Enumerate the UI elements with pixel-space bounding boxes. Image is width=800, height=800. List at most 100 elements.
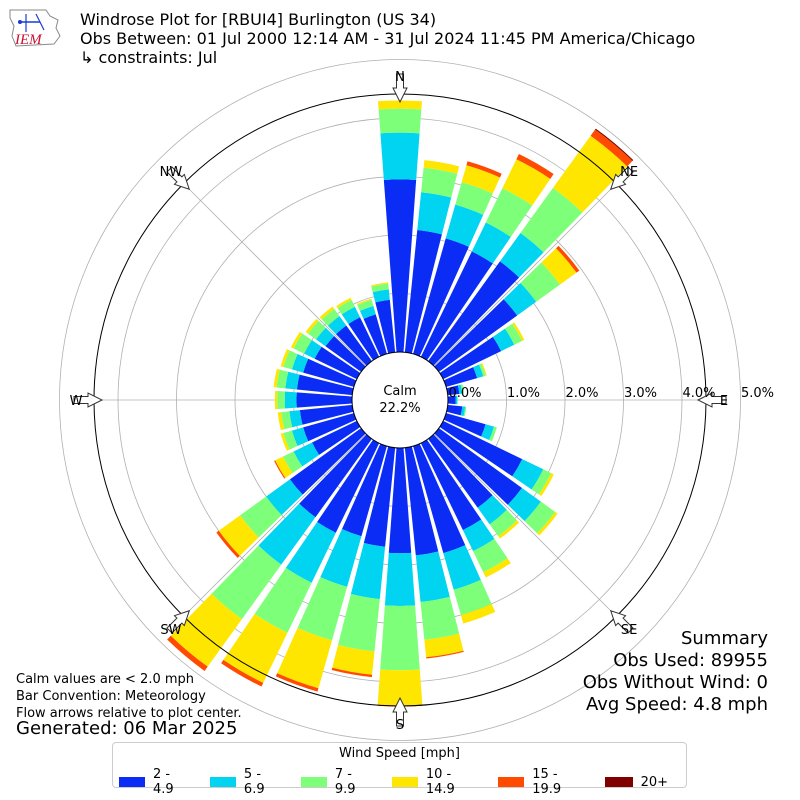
windrose-bar (434, 299, 518, 372)
flow-note: Flow arrows relative to plot center. (16, 706, 242, 721)
summary-avg-speed: Avg Speed: 4.8 mph (586, 694, 768, 715)
flow-arrow (392, 73, 408, 104)
windrose-bar (221, 659, 264, 687)
windrose-bar (285, 521, 336, 583)
radial-tick-label: 3.0% (624, 386, 657, 401)
windrose-bar (372, 289, 390, 303)
windrose-bar (275, 456, 293, 478)
windrose-bar (273, 368, 280, 388)
windrose-bar (327, 315, 347, 335)
windrose-bar (445, 204, 484, 247)
bar-convention-note: Bar Convention: Meteorology (16, 689, 206, 704)
windrose-bar (283, 350, 298, 370)
windrose-bar (417, 192, 452, 235)
windrose-bar (299, 404, 354, 425)
windrose-bar (371, 282, 389, 287)
windrose-bar (492, 328, 515, 352)
direction-label: SE (621, 623, 637, 638)
chart-subtitle: Obs Between: 01 Jul 2000 12:14 AM - 31 J… (80, 29, 696, 48)
windrose-bar (167, 635, 208, 671)
windrose-bar (404, 446, 439, 556)
windrose-bar (537, 511, 558, 536)
windrose-bar (350, 542, 386, 600)
windrose-bar (378, 100, 422, 110)
windrose-bar (541, 248, 577, 285)
windrose-bar (421, 167, 458, 198)
windrose-bar (307, 320, 326, 340)
windrose-bar (285, 371, 300, 390)
windrose-bar (461, 165, 501, 194)
windrose-bar (275, 673, 319, 692)
windrose-bar (380, 132, 420, 181)
windrose-bar (590, 129, 633, 167)
legend-swatch (391, 777, 418, 787)
windrose-bar (478, 363, 486, 377)
windrose-bar (218, 515, 259, 556)
legend-title: Wind Speed [mph] (339, 746, 460, 761)
windrose-bar (337, 593, 380, 652)
legend-swatch (300, 777, 327, 787)
radial-tick-label: 2.0% (565, 386, 598, 401)
radial-tick-label: 4.0% (682, 386, 715, 401)
windrose-bar (477, 495, 507, 525)
legend-item: 15 - 19.9 (498, 767, 586, 797)
legend-label: 15 - 19.9 (532, 767, 562, 797)
windrose-bar (457, 395, 458, 405)
windrose-bar (463, 406, 467, 417)
legend-swatch (498, 777, 525, 787)
legend-item: 10 - 14.9 (391, 767, 480, 797)
windrose-bar (428, 261, 520, 366)
windrose-bar (507, 487, 541, 522)
windrose-bar (277, 391, 286, 409)
windrose-bar (293, 442, 320, 467)
direction-label: NE (620, 165, 638, 180)
windrose-bar (274, 390, 278, 410)
windrose-bar (297, 577, 348, 641)
windrose-bar (315, 327, 335, 347)
windrose-bar (520, 187, 583, 253)
windrose-bar (538, 473, 554, 497)
generated-date: Generated: 06 Mar 2025 (16, 718, 238, 739)
legend-swatch (604, 777, 633, 787)
summary-obs-used: Obs Used: 89955 (613, 650, 768, 671)
windrose-bar (283, 451, 303, 474)
polar-labels: N NE E SE S SW W NW 0.0% 1.0% 2.0% 3.0% 4.0% 5.0% Calm… (70, 70, 774, 733)
windrose-bar (312, 420, 361, 455)
windrose-bar (439, 420, 523, 477)
windrose-bar (170, 593, 242, 667)
windrose-bar (254, 567, 312, 633)
windrose-bar (471, 222, 511, 264)
windrose-bar (348, 317, 380, 361)
windrose-bar (462, 519, 495, 552)
windrose-bar (473, 364, 484, 379)
legend-swatch (209, 777, 236, 787)
windrose-bar (281, 411, 293, 430)
windrose-bar (377, 669, 423, 706)
windrose-bar (266, 479, 303, 516)
windrose-bar (466, 161, 502, 178)
windrose-bar (505, 323, 523, 345)
windrose-bar (341, 306, 361, 325)
direction-label: W (70, 394, 83, 409)
windrose-bar (303, 413, 357, 442)
windrose-bar (332, 645, 375, 675)
windrose-bar (473, 538, 508, 573)
summary-obs-without-wind: Obs Without Wind: 0 (582, 672, 768, 693)
windrose-bar (423, 160, 460, 174)
chart-constraints: ↳ constraints: Jul (80, 48, 218, 67)
flow-arrow (609, 609, 634, 634)
windrose-bar (455, 395, 458, 405)
windrose-bar (460, 406, 466, 417)
windrose-bar (290, 331, 303, 349)
windrose-bar (516, 154, 554, 179)
polar-grid (59, 59, 741, 741)
windrose-bar (531, 469, 552, 495)
legend-swatch (119, 777, 145, 787)
windrose-bar (280, 349, 290, 368)
polar-frame (73, 73, 727, 727)
windrose-bar (363, 446, 396, 547)
flow-arrow (392, 696, 408, 727)
windrose-bar (524, 501, 556, 534)
legend-label: 10 - 14.9 (425, 767, 455, 797)
windrose-bar (363, 314, 387, 357)
